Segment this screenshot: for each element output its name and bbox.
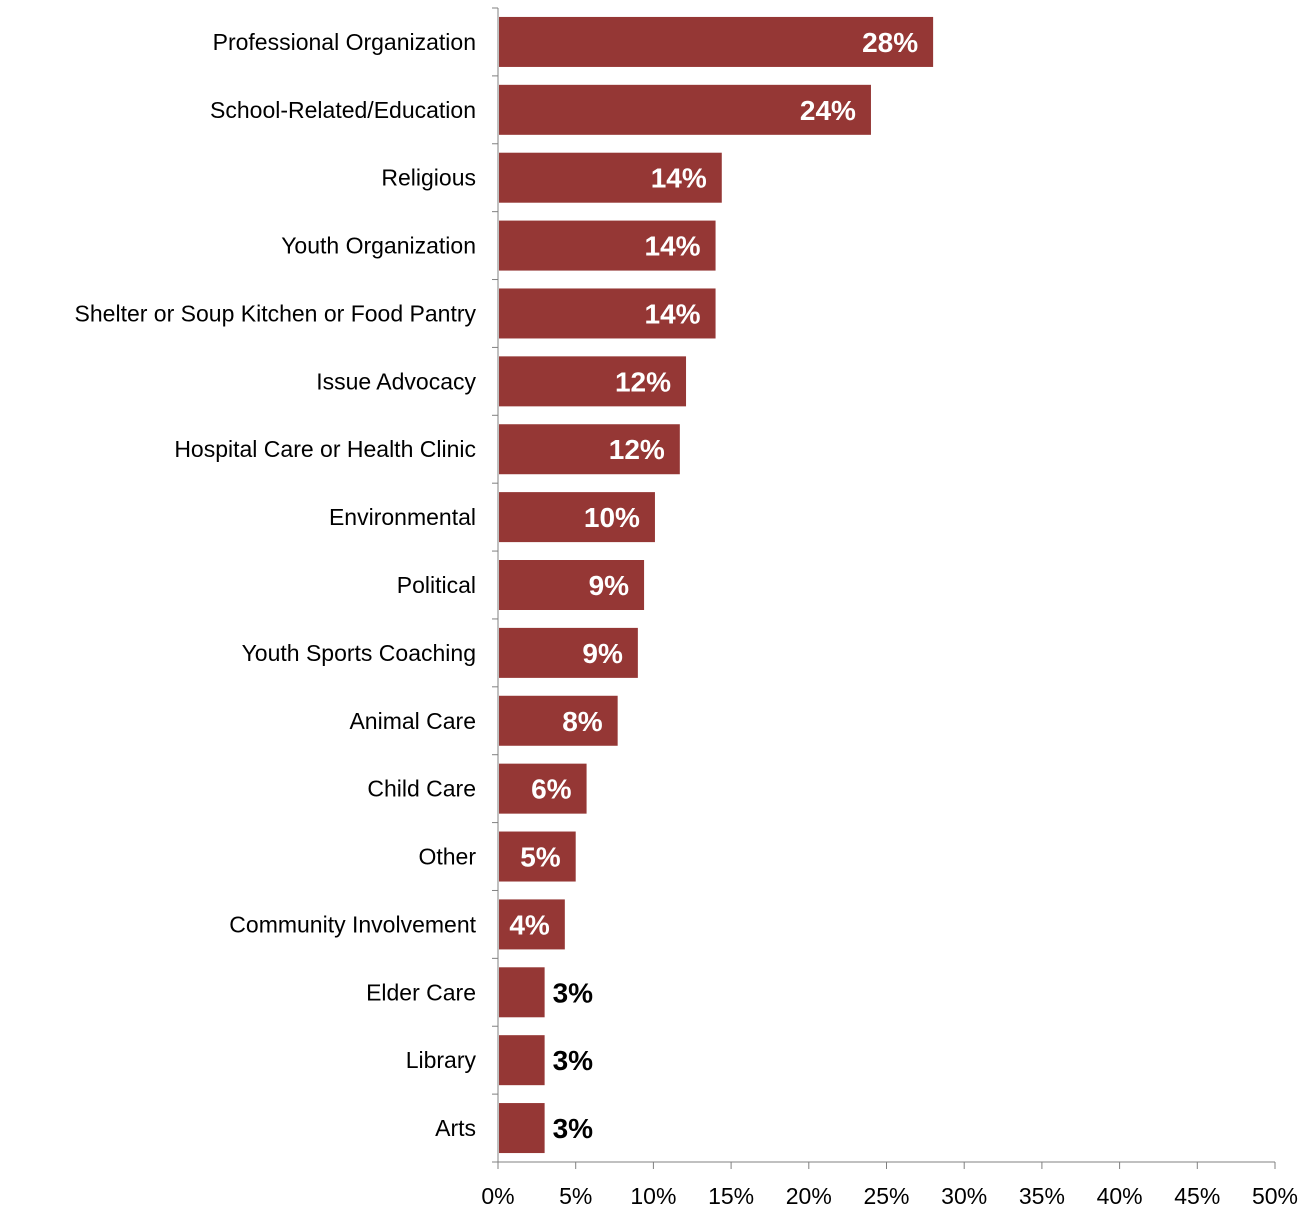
x-tick-label: 30% bbox=[941, 1183, 987, 1209]
category-label-child-care: Child Care bbox=[367, 776, 476, 802]
data-label-issue-advocacy: 12% bbox=[615, 366, 671, 397]
bar-youth-sports-coaching bbox=[499, 627, 638, 678]
data-label-elder-care: 3% bbox=[553, 977, 594, 1008]
category-label-library: Library bbox=[406, 1047, 477, 1073]
x-tick-label: 25% bbox=[863, 1183, 909, 1209]
data-label-environmental: 10% bbox=[584, 502, 640, 533]
category-label-arts: Arts bbox=[435, 1115, 476, 1141]
labels-layer: Professional Organization 28% School-Relat… bbox=[75, 27, 1298, 1209]
bar-professional-organization bbox=[499, 16, 934, 67]
data-label-hospital-care-or-health-clinic: 12% bbox=[609, 434, 665, 465]
category-label-other: Other bbox=[418, 844, 476, 870]
bar-youth-organization bbox=[499, 220, 716, 271]
bar-library bbox=[499, 1035, 545, 1086]
category-label-shelter-or-soup-kitchen-or-food-pantry: Shelter or Soup Kitchen or Food Pantry bbox=[75, 300, 477, 326]
category-label-youth-organization: Youth Organization bbox=[281, 233, 476, 259]
category-label-political: Political bbox=[397, 572, 476, 598]
category-label-animal-care: Animal Care bbox=[349, 708, 476, 734]
category-label-issue-advocacy: Issue Advocacy bbox=[316, 368, 476, 394]
category-label-religious: Religious bbox=[381, 165, 476, 191]
category-label-school-related-education: School-Related/Education bbox=[210, 97, 476, 123]
data-label-youth-sports-coaching: 9% bbox=[582, 638, 623, 669]
category-label-community-involvement: Community Involvement bbox=[229, 911, 476, 937]
x-tick-label: 5% bbox=[559, 1183, 592, 1209]
data-label-arts: 3% bbox=[553, 1113, 594, 1144]
bars-layer bbox=[499, 16, 934, 1154]
data-label-shelter-or-soup-kitchen-or-food-pantry: 14% bbox=[645, 298, 701, 329]
category-label-youth-sports-coaching: Youth Sports Coaching bbox=[242, 640, 476, 666]
x-tick-label: 40% bbox=[1097, 1183, 1143, 1209]
category-label-professional-organization: Professional Organization bbox=[213, 29, 476, 55]
bar-hospital-care-or-health-clinic bbox=[499, 424, 680, 475]
bar-political bbox=[499, 560, 645, 610]
bar-school-related-education bbox=[499, 84, 871, 135]
data-label-child-care: 6% bbox=[531, 774, 572, 805]
x-tick-label: 35% bbox=[1019, 1183, 1065, 1209]
x-tick-label: 20% bbox=[786, 1183, 832, 1209]
category-label-environmental: Environmental bbox=[329, 504, 476, 530]
bar-elder-care bbox=[499, 967, 545, 1018]
x-tick-label: 45% bbox=[1174, 1183, 1220, 1209]
bar-issue-advocacy bbox=[499, 356, 687, 407]
data-label-professional-organization: 28% bbox=[862, 27, 918, 58]
x-tick-label: 15% bbox=[708, 1183, 754, 1209]
data-label-youth-organization: 14% bbox=[645, 231, 701, 262]
data-label-religious: 14% bbox=[651, 163, 707, 194]
bar-community-involvement bbox=[499, 899, 565, 950]
x-tick-label: 10% bbox=[630, 1183, 676, 1209]
axes-layer bbox=[492, 7, 1276, 1169]
bar-other bbox=[499, 831, 576, 882]
category-label-elder-care: Elder Care bbox=[366, 979, 476, 1005]
bar-animal-care bbox=[499, 695, 618, 746]
bar-religious bbox=[499, 152, 722, 203]
bar-child-care bbox=[499, 763, 587, 814]
bar-arts bbox=[499, 1103, 545, 1154]
x-tick-label: 50% bbox=[1252, 1183, 1298, 1209]
x-tick-label: 0% bbox=[481, 1183, 514, 1209]
data-label-animal-care: 8% bbox=[562, 706, 603, 737]
data-label-political: 9% bbox=[589, 570, 630, 601]
bar-environmental bbox=[499, 492, 655, 543]
category-label-hospital-care-or-health-clinic: Hospital Care or Health Clinic bbox=[174, 436, 476, 462]
data-label-community-involvement: 4% bbox=[509, 909, 550, 940]
data-label-school-related-education: 24% bbox=[800, 95, 856, 126]
data-label-other: 5% bbox=[520, 842, 561, 873]
data-label-library: 3% bbox=[553, 1045, 594, 1076]
bar-shelter-or-soup-kitchen-or-food-pantry bbox=[499, 288, 716, 339]
